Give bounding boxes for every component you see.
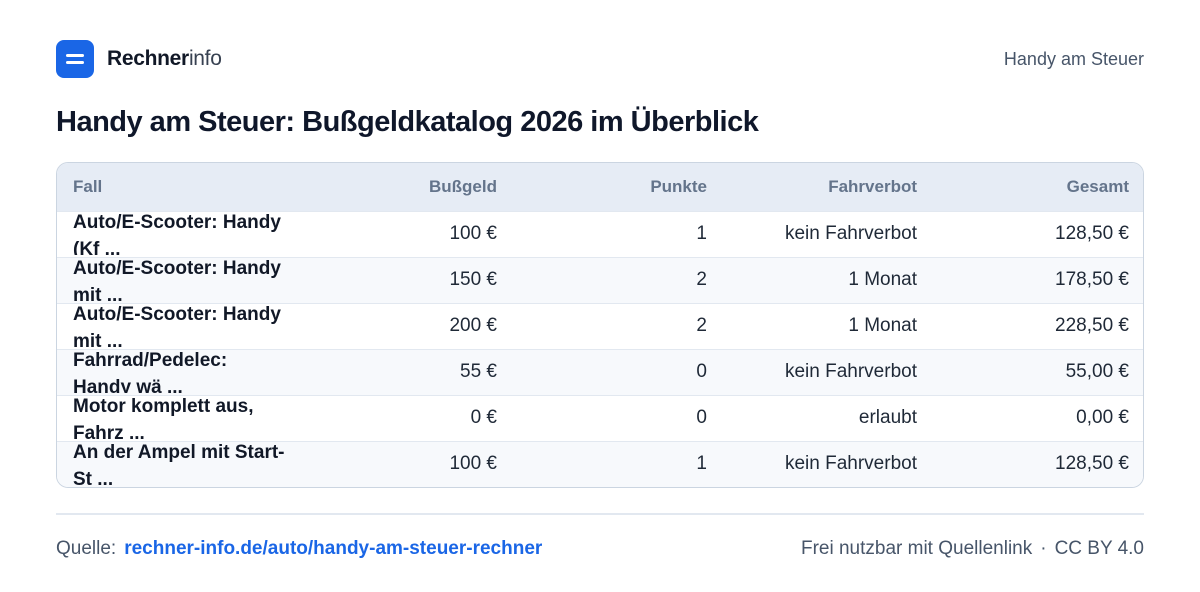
brand-name-light: info	[188, 47, 222, 70]
license-text: Frei nutzbar mit Quellenlink	[800, 538, 1033, 559]
cell-bussgeld: 200 €	[449, 315, 497, 336]
table-row: Motor komplett aus, Fahrz ... 0 € 0 erla…	[57, 395, 1143, 441]
brand-name-bold: Rechner	[107, 47, 189, 70]
column-header-punkte: Punkte	[650, 176, 707, 196]
cell-fahrverbot: erlaubt	[858, 407, 917, 428]
cell-fall-text: Auto/E-Scooter: Handy mit ...	[73, 304, 281, 347]
cell-punkte: 1	[696, 453, 707, 475]
table-row: Fahrrad/Pedelec: Handy wä ... 55 € 0 kei…	[57, 349, 1143, 395]
cell-fall: Fahrrad/Pedelec: Handy wä ...	[57, 349, 303, 395]
cell-punkte: 0	[696, 407, 707, 428]
source-link[interactable]: rechner-info.de/auto/handy-am-steuer-rec…	[124, 538, 543, 559]
cell-fall-text: Auto/E-Scooter: Handy mit ...	[73, 258, 281, 301]
header-topic-label: Handy am Steuer	[1003, 48, 1144, 69]
cell-punkte: 2	[696, 269, 707, 290]
table-row: An der Ampel mit Start-St ... 100 € 1 ke…	[57, 441, 1143, 487]
fines-table: Fall Bußgeld Punkte Fahrverbot Gesamt Au…	[57, 163, 1143, 487]
cell-fahrverbot: kein Fahrverbot	[784, 223, 917, 244]
column-header-fall: Fall	[73, 176, 103, 196]
cell-fall-text: An der Ampel mit Start-St ...	[73, 442, 285, 486]
license-separator: ·	[1040, 538, 1047, 559]
footer-source: Quelle: rechner-info.de/auto/handy-am-ste…	[56, 538, 542, 560]
site-header: Rechnerinfo Handy am Steuer	[56, 40, 1144, 78]
cell-fall: Motor komplett aus, Fahrz ...	[57, 395, 303, 441]
page-title: Handy am Steuer: Bußgeldkatalog 2026 im …	[56, 106, 759, 138]
fines-table-container: Fall Bußgeld Punkte Fahrverbot Gesamt Au…	[56, 162, 1144, 488]
cell-punkte: 2	[696, 315, 707, 336]
rechner-logo-icon	[56, 40, 94, 78]
cell-fahrverbot: 1 Monat	[848, 269, 917, 290]
cell-bussgeld: 55 €	[460, 361, 497, 382]
site-footer: Quelle: rechner-info.de/auto/handy-am-ste…	[56, 538, 1144, 560]
brand-name: Rechnerinfo	[107, 47, 222, 71]
cell-fall-text: Auto/E-Scooter: Handy (Kf ...	[73, 212, 281, 255]
source-label: Quelle:	[56, 538, 117, 559]
column-header-gesamt: Gesamt	[1066, 176, 1129, 196]
brand[interactable]: Rechnerinfo	[56, 40, 222, 78]
cell-fall: Auto/E-Scooter: Handy (Kf ...	[57, 211, 303, 257]
license-name[interactable]: CC BY 4.0	[1054, 538, 1144, 559]
cell-gesamt: 178,50 €	[1055, 269, 1129, 290]
cell-fall: Auto/E-Scooter: Handy mit ...	[57, 257, 303, 303]
cell-bussgeld: 150 €	[449, 269, 497, 290]
cell-gesamt: 228,50 €	[1055, 315, 1129, 336]
cell-punkte: 0	[696, 361, 707, 382]
column-header-fahrverbot: Fahrverbot	[828, 176, 917, 196]
cell-gesamt: 0,00 €	[1076, 407, 1129, 428]
cell-gesamt: 128,50 €	[1055, 453, 1129, 475]
column-header-bussgeld: Bußgeld	[429, 176, 497, 196]
footer-divider	[56, 513, 1144, 515]
table-header-row: Fall Bußgeld Punkte Fahrverbot Gesamt	[57, 163, 1143, 211]
cell-fall-text: Motor komplett aus, Fahrz ...	[73, 396, 254, 439]
cell-fahrverbot: 1 Monat	[848, 315, 917, 336]
cell-punkte: 1	[696, 223, 707, 244]
table-row: Auto/E-Scooter: Handy mit ... 150 € 2 1 …	[57, 257, 1143, 303]
cell-bussgeld: 0 €	[470, 407, 497, 428]
cell-fahrverbot: kein Fahrverbot	[784, 361, 917, 382]
cell-fall: Auto/E-Scooter: Handy mit ...	[57, 303, 303, 349]
footer-license: Frei nutzbar mit Quellenlink · CC BY 4.0	[801, 538, 1144, 560]
cell-fahrverbot: kein Fahrverbot	[784, 453, 917, 475]
cell-fall-text: Fahrrad/Pedelec: Handy wä ...	[73, 350, 228, 393]
cell-bussgeld: 100 €	[449, 453, 497, 475]
table-row: Auto/E-Scooter: Handy mit ... 200 € 2 1 …	[57, 303, 1143, 349]
table-row: Auto/E-Scooter: Handy (Kf ... 100 € 1 ke…	[57, 211, 1143, 257]
cell-bussgeld: 100 €	[449, 223, 497, 244]
cell-fall: An der Ampel mit Start-St ...	[57, 441, 303, 487]
cell-gesamt: 128,50 €	[1055, 223, 1129, 244]
cell-gesamt: 55,00 €	[1065, 361, 1129, 382]
